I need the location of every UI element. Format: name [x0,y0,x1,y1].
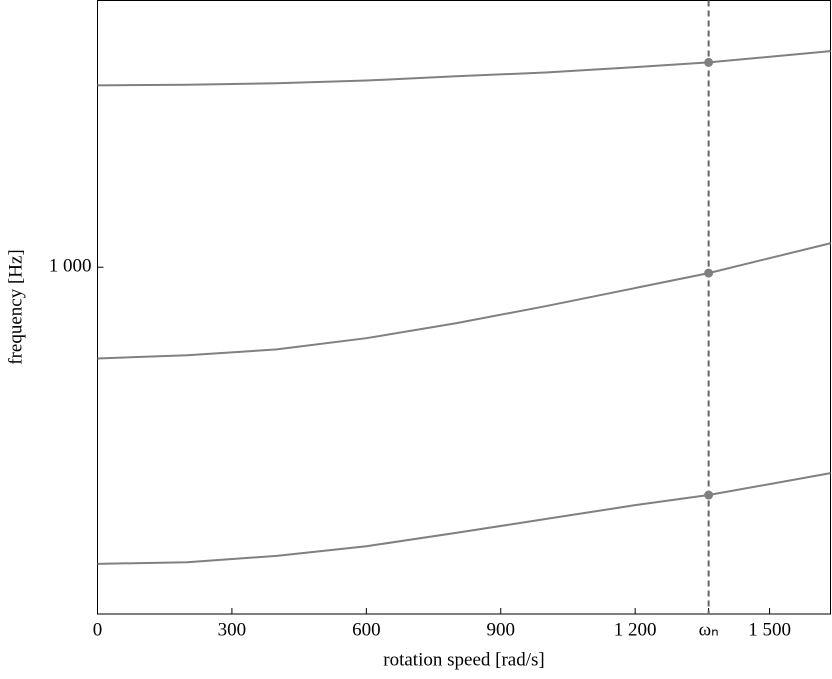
series-line [97,242,831,360]
x-tick-label: 600 [352,619,381,640]
x-tick-label: 0 [93,619,103,640]
y-tick-label: 1 000 [49,256,92,277]
highlight-point [704,268,714,278]
highlight-point [704,490,714,500]
x-tick-label: 1 200 [614,619,657,640]
plot-frame [97,0,831,615]
highlight-point [704,57,714,67]
y-axis-label: frequency [Hz] [5,249,26,365]
x-tick-label: ωₙ [699,619,719,640]
series-line [97,472,831,565]
x-tick-label: 900 [486,619,515,640]
series-line [97,50,831,87]
x-tick-label: 1 500 [748,619,791,640]
x-tick-label: 300 [218,619,247,640]
x-axis-label: rotation speed [rad/s] [383,649,544,670]
